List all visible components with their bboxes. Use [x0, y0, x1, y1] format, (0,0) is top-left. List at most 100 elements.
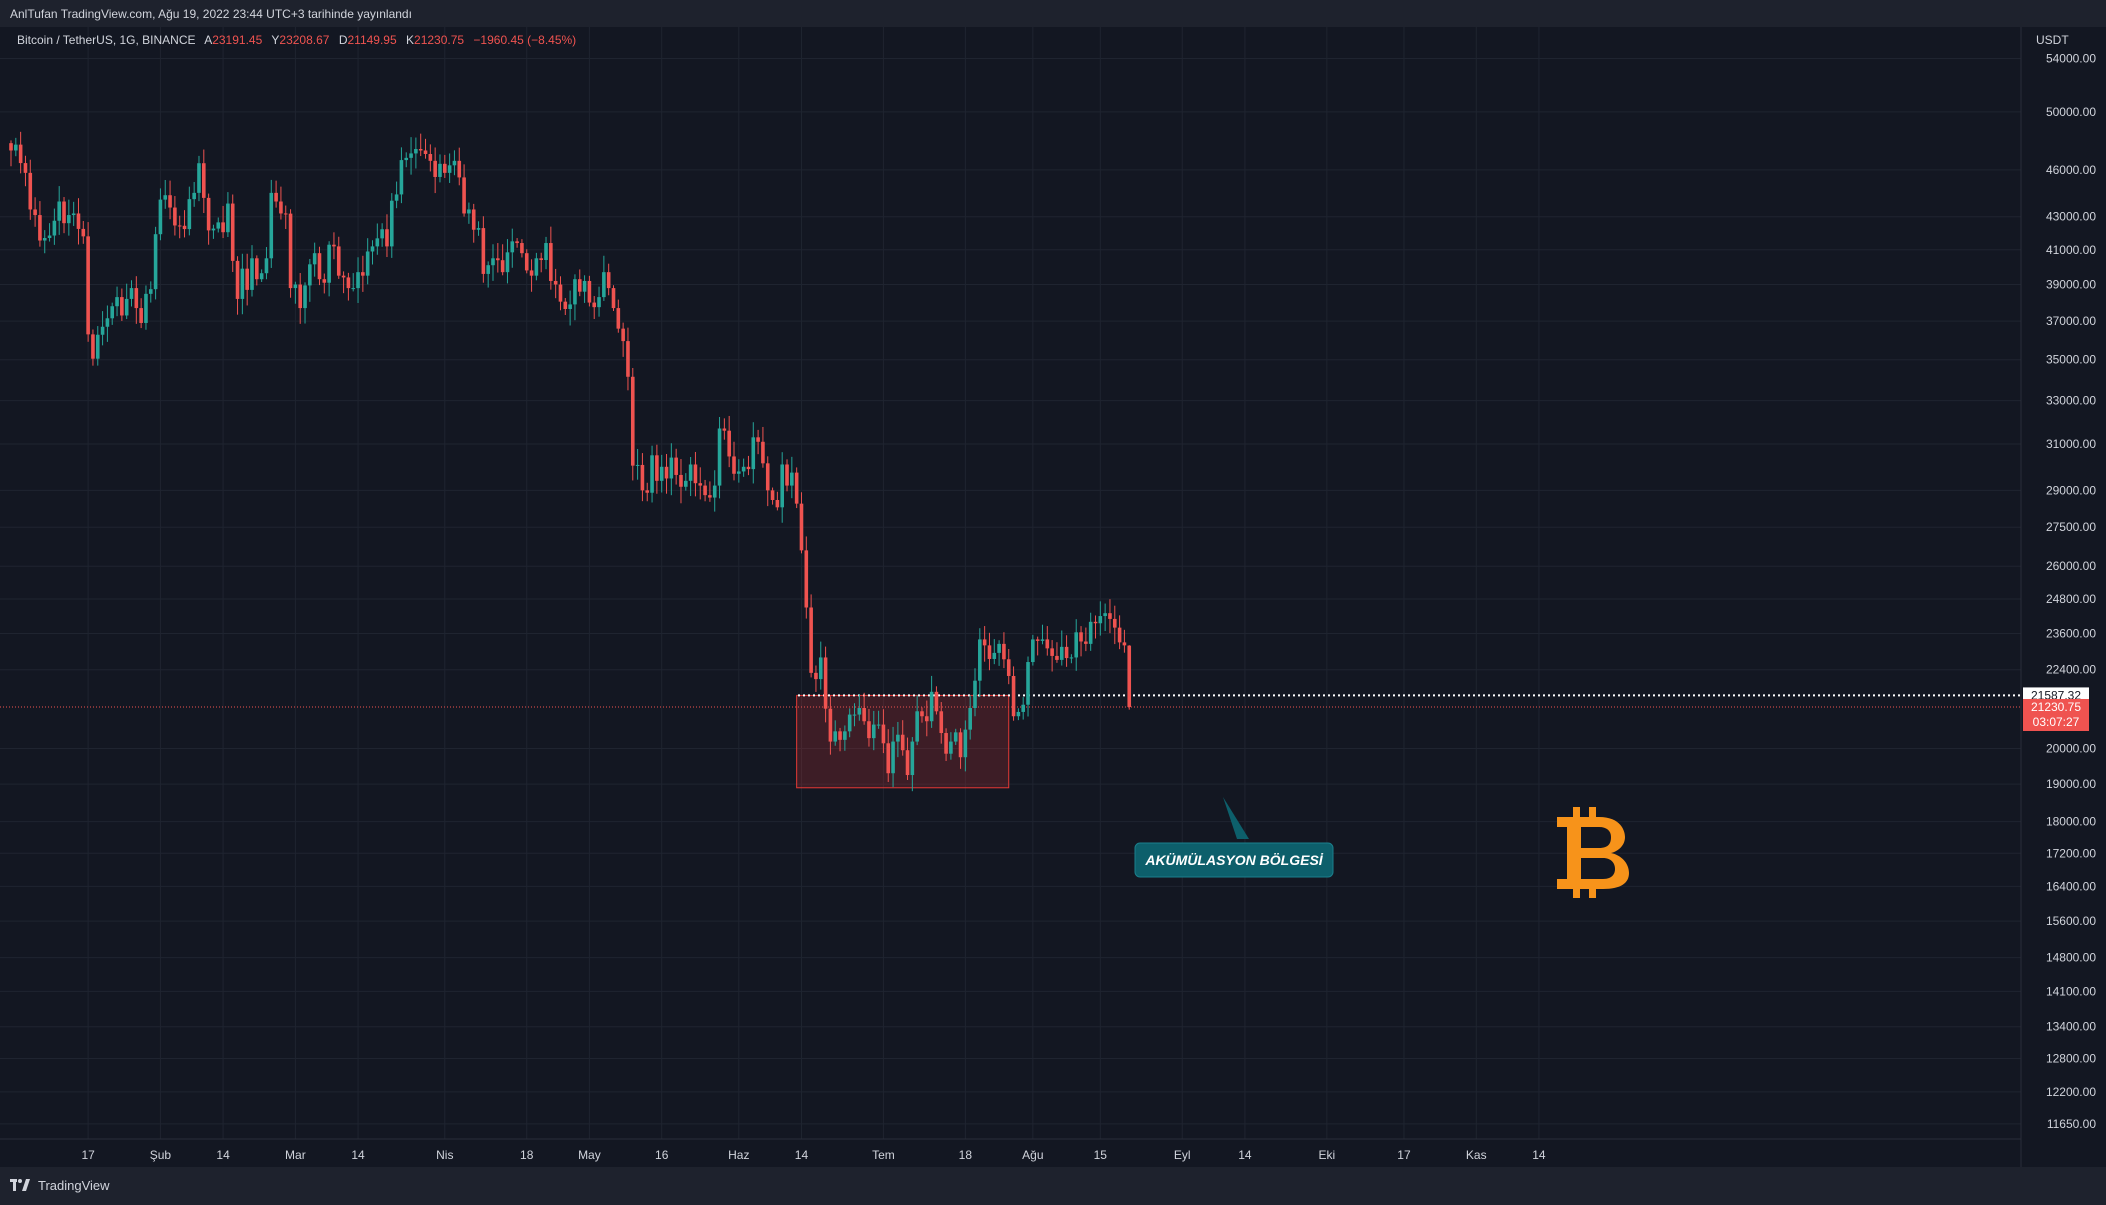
tradingview-logo[interactable]: TradingView — [10, 1178, 110, 1193]
price-tick-label: 43000.00 — [2046, 210, 2096, 224]
candle-body — [761, 441, 765, 464]
candle — [1088, 612, 1093, 651]
candle — [1002, 632, 1006, 669]
candle — [47, 223, 52, 242]
candle — [418, 133, 423, 157]
candle — [148, 281, 153, 303]
candle-body — [606, 272, 611, 289]
candle-body — [679, 474, 683, 487]
candle-body — [134, 288, 139, 309]
candle — [389, 193, 394, 258]
candle — [365, 238, 370, 285]
candle-body — [52, 220, 57, 236]
candle — [409, 137, 413, 175]
candle — [274, 180, 278, 208]
price-tick-label: 35000.00 — [2046, 353, 2096, 367]
candle-body — [346, 277, 351, 289]
last-price-label: 21230.75 — [2031, 700, 2081, 714]
candle — [158, 188, 163, 241]
candle — [1093, 615, 1098, 639]
candle — [698, 467, 703, 500]
candle — [250, 245, 254, 297]
candle-body — [558, 284, 563, 302]
candle — [862, 692, 866, 725]
candle — [211, 224, 216, 239]
price-tick-label: 14800.00 — [2046, 951, 2096, 965]
candle — [727, 415, 731, 468]
candle — [433, 147, 437, 194]
candle-body — [602, 272, 606, 298]
candle-body — [1064, 646, 1069, 659]
candle — [322, 273, 327, 294]
time-axis[interactable]: 17 Şub 14 Mar 14 Nis 18 May 16 Haz 14 Tem 18 Ağu 15 Eyl… — [81, 1148, 1545, 1162]
candle — [780, 452, 784, 523]
price-tick-label: 20000.00 — [2046, 741, 2096, 755]
candle-body — [717, 428, 722, 486]
candle-body — [833, 731, 838, 742]
candle-body — [18, 144, 23, 164]
candle-body — [529, 270, 534, 276]
accumulation-callout[interactable]: AKÜMÜLASYON BÖLGESİ — [1134, 797, 1334, 878]
candle-body — [144, 293, 148, 323]
candle — [462, 164, 466, 217]
candle-body — [799, 503, 804, 551]
candle — [341, 271, 346, 294]
candle — [1103, 603, 1107, 632]
candle — [1059, 630, 1064, 666]
candle — [293, 281, 298, 304]
candle-body — [206, 197, 211, 231]
time-tick-label: 18 — [959, 1148, 973, 1162]
candle-body — [255, 258, 259, 280]
candle — [308, 258, 312, 302]
candle — [486, 261, 490, 288]
candle — [500, 244, 505, 276]
candle — [332, 232, 336, 260]
price-tick-label: 22400.00 — [2046, 663, 2096, 677]
candle-body — [645, 490, 650, 493]
price-axis[interactable]: 54000.00 50000.00 46000.00 43000.00 41000.00… — [2023, 51, 2096, 1131]
candle — [732, 441, 736, 481]
candle-body — [597, 297, 601, 308]
time-tick-label: 14 — [795, 1148, 809, 1162]
chart-legend: Bitcoin / TetherUS, 1G, BINANCE A23191.4… — [17, 33, 576, 47]
candle — [751, 422, 756, 484]
candle-body — [148, 289, 153, 294]
candle — [471, 203, 476, 243]
time-tick-label: 16 — [655, 1148, 669, 1162]
candle — [163, 180, 168, 209]
candle-body — [1016, 711, 1021, 717]
candle-body — [202, 163, 206, 198]
candle-body — [81, 228, 86, 237]
candle-body — [1050, 648, 1054, 656]
callout-label: AKÜMÜLASYON BÖLGESİ — [1144, 852, 1323, 868]
candle — [105, 305, 110, 342]
candle-body — [1112, 618, 1117, 628]
candle — [496, 243, 500, 273]
legend-open: 23191.45 — [212, 33, 262, 47]
candle-body — [857, 707, 862, 715]
candle — [655, 444, 659, 494]
candle — [173, 196, 177, 236]
candle-body — [67, 215, 71, 224]
candle-body — [553, 280, 558, 285]
time-tick-label: Eki — [1319, 1148, 1336, 1162]
candle — [1016, 708, 1021, 721]
candle — [1031, 634, 1035, 666]
price-chart[interactable]: 54000.00 50000.00 46000.00 43000.00 41000.00… — [0, 27, 2106, 1167]
candle-body — [524, 253, 529, 271]
candle-body — [259, 273, 264, 280]
price-lines-layer — [0, 694, 2021, 708]
candle — [467, 202, 471, 224]
candle — [650, 445, 654, 503]
bitcoin-icon — [1557, 807, 1629, 898]
candle-body — [756, 437, 760, 442]
candle — [153, 226, 158, 300]
candle — [934, 686, 939, 715]
candle-body — [515, 241, 519, 244]
candle-body — [746, 466, 751, 470]
price-tick-label: 37000.00 — [2046, 314, 2096, 328]
candle-body — [230, 203, 235, 261]
candle — [221, 205, 225, 239]
candle-body — [418, 149, 423, 151]
candle-body — [120, 297, 124, 316]
